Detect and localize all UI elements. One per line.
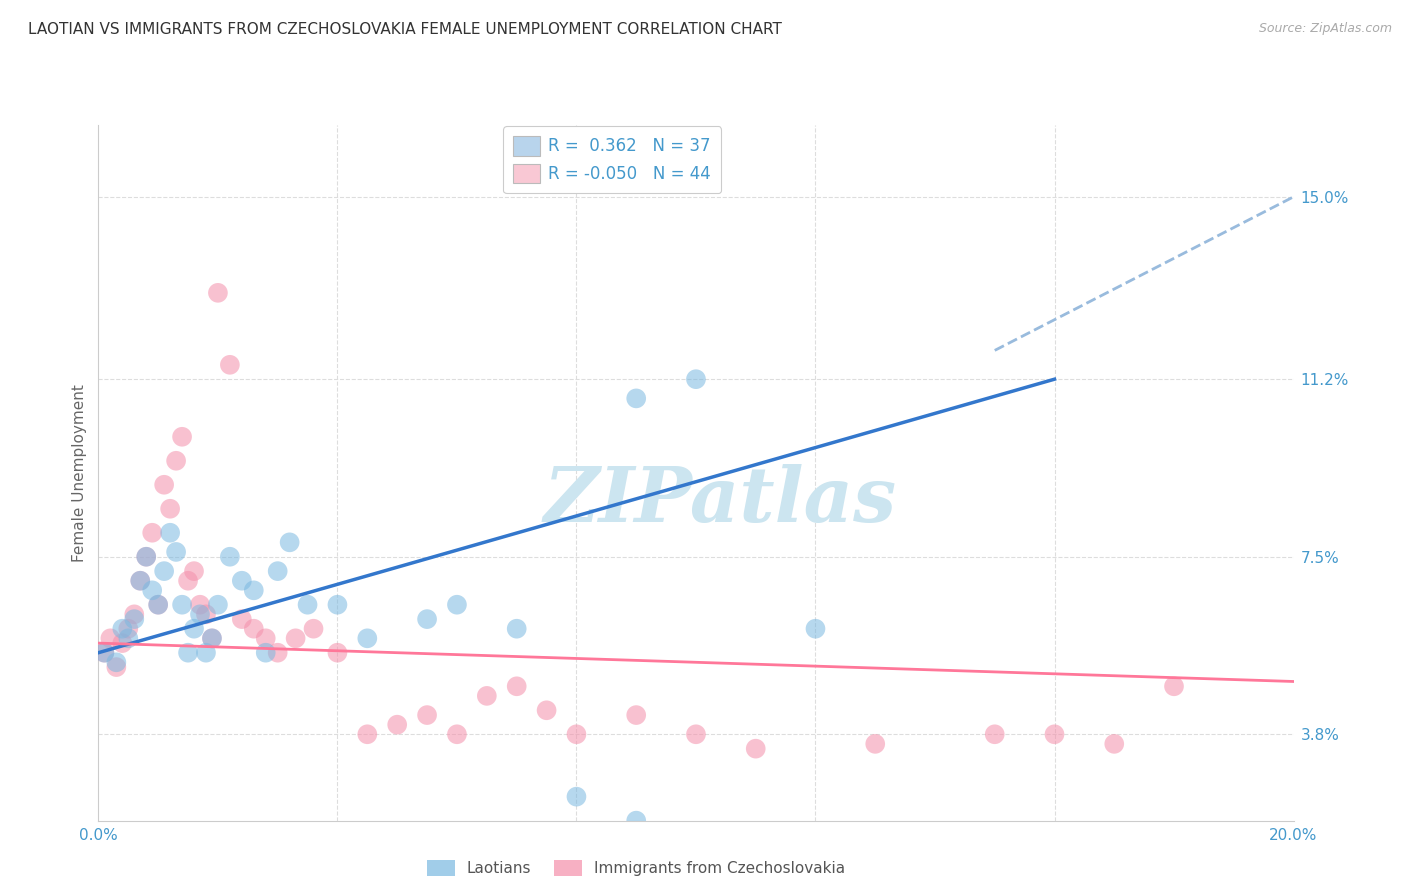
Point — [302, 622, 325, 636]
Point — [446, 727, 468, 741]
Point — [267, 564, 290, 578]
Point — [93, 646, 115, 660]
Point — [117, 622, 139, 636]
Point — [183, 564, 205, 578]
Point — [356, 632, 378, 646]
Point — [117, 632, 139, 646]
Point — [159, 525, 181, 540]
Point — [124, 612, 146, 626]
Point — [416, 708, 439, 723]
Point — [565, 727, 588, 741]
Point — [865, 737, 887, 751]
Point — [626, 392, 648, 406]
Point — [105, 660, 128, 674]
Point — [153, 477, 176, 491]
Point — [924, 838, 946, 852]
Point — [111, 636, 134, 650]
Point — [254, 646, 277, 660]
Point — [475, 689, 498, 703]
Point — [207, 285, 229, 300]
Point — [231, 574, 253, 588]
Point — [685, 727, 707, 741]
Point — [177, 574, 200, 588]
Point — [172, 430, 194, 444]
Point — [188, 598, 211, 612]
Point — [506, 622, 529, 636]
Point — [385, 717, 409, 731]
Point — [219, 549, 242, 564]
Point — [1043, 727, 1066, 741]
Point — [626, 708, 648, 723]
Point — [243, 622, 266, 636]
Point — [536, 703, 558, 717]
Point — [804, 622, 827, 636]
Point — [188, 607, 211, 622]
Point — [201, 632, 224, 646]
Point — [129, 574, 152, 588]
Point — [129, 574, 152, 588]
Point — [278, 535, 301, 549]
Point — [195, 607, 218, 622]
Point — [297, 598, 319, 612]
Point — [1163, 679, 1185, 693]
Point — [195, 646, 218, 660]
Point — [165, 545, 187, 559]
Point — [135, 549, 157, 564]
Point — [105, 655, 128, 669]
Point — [231, 612, 253, 626]
Point — [326, 646, 349, 660]
Point — [207, 598, 229, 612]
Point — [148, 598, 170, 612]
Point — [135, 549, 157, 564]
Point — [416, 612, 439, 626]
Point — [745, 741, 768, 756]
Point — [148, 598, 170, 612]
Point — [446, 598, 468, 612]
Point — [153, 564, 176, 578]
Point — [141, 583, 163, 598]
Point — [356, 727, 378, 741]
Legend: Laotians, Immigrants from Czechoslovakia: Laotians, Immigrants from Czechoslovakia — [422, 855, 851, 882]
Point — [284, 632, 307, 646]
Text: ZIPatlas: ZIPatlas — [543, 464, 897, 538]
Text: Source: ZipAtlas.com: Source: ZipAtlas.com — [1258, 22, 1392, 36]
Point — [159, 501, 181, 516]
Point — [243, 583, 266, 598]
Point — [177, 646, 200, 660]
Point — [172, 598, 194, 612]
Point — [626, 814, 648, 828]
Point — [1104, 737, 1126, 751]
Point — [984, 727, 1007, 741]
Point — [183, 622, 205, 636]
Point — [267, 646, 290, 660]
Point — [100, 632, 122, 646]
Point — [219, 358, 242, 372]
Point — [685, 372, 707, 386]
Point — [93, 646, 115, 660]
Text: LAOTIAN VS IMMIGRANTS FROM CZECHOSLOVAKIA FEMALE UNEMPLOYMENT CORRELATION CHART: LAOTIAN VS IMMIGRANTS FROM CZECHOSLOVAKI… — [28, 22, 782, 37]
Point — [111, 622, 134, 636]
Point — [506, 679, 529, 693]
Point — [565, 789, 588, 804]
Point — [254, 632, 277, 646]
Point — [124, 607, 146, 622]
Point — [165, 454, 187, 468]
Point — [326, 598, 349, 612]
Y-axis label: Female Unemployment: Female Unemployment — [72, 384, 87, 562]
Point — [141, 525, 163, 540]
Point — [201, 632, 224, 646]
